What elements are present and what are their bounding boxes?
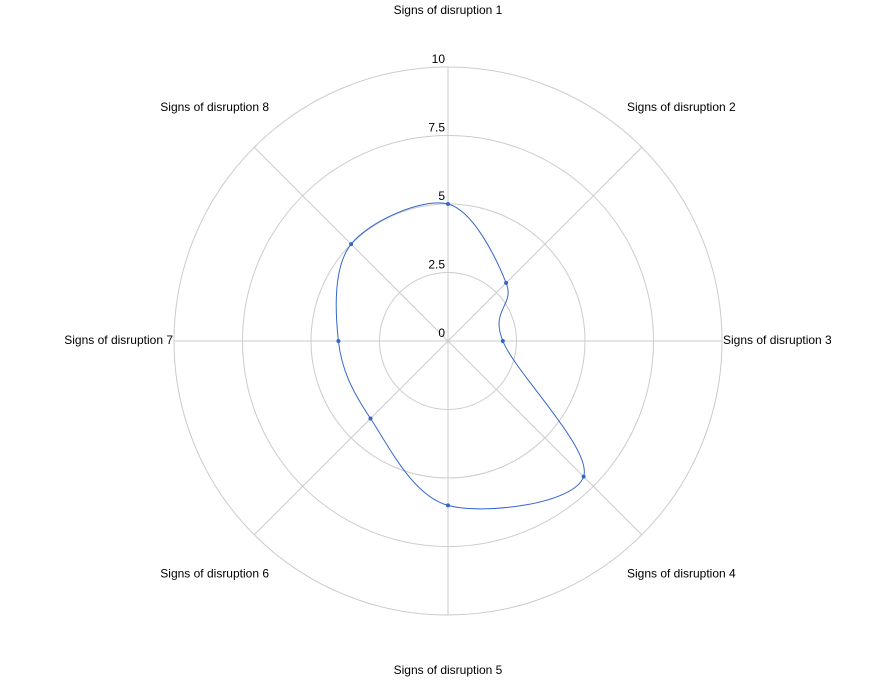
spoke	[253, 340, 449, 536]
category-label: Signs of disruption 5	[394, 663, 503, 677]
category-label: Signs of disruption 3	[723, 333, 832, 347]
spoke	[447, 146, 643, 342]
tick-label: 10	[432, 52, 446, 66]
category-label: Signs of disruption 7	[64, 333, 173, 347]
category-label: Signs of disruption 6	[160, 567, 269, 581]
category-label: Signs of disruption 2	[627, 100, 736, 114]
point	[581, 474, 586, 479]
point	[446, 202, 450, 206]
category-label: Signs of disruption 1	[394, 3, 503, 17]
category-label: Signs of disruption 4	[627, 567, 736, 581]
tick-label: 5	[438, 189, 445, 203]
series-line	[335, 202, 585, 510]
category-label: Signs of disruption 8	[160, 100, 269, 114]
point	[500, 339, 505, 343]
point	[504, 280, 509, 285]
tick-label: 0	[438, 326, 445, 340]
tick-label: 2.5	[428, 258, 445, 272]
point	[349, 242, 354, 247]
spoke	[447, 340, 643, 536]
point	[368, 416, 373, 421]
point	[336, 339, 341, 343]
point	[446, 503, 450, 508]
tick-label: 7.5	[428, 121, 445, 135]
